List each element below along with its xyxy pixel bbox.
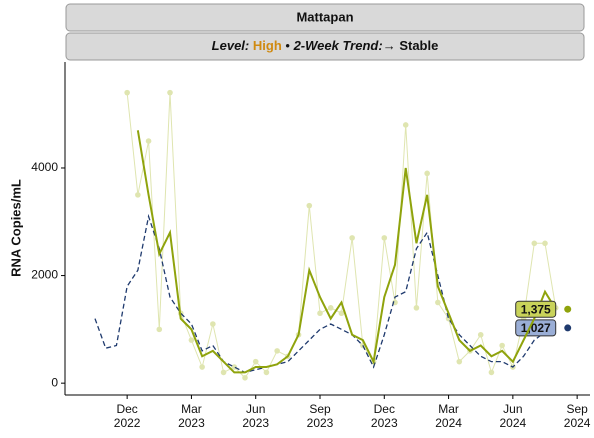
raw-point [167,89,173,96]
subtitle: Level: High • 2-Week Trend:→ Stable [212,38,439,53]
end-point [564,324,572,332]
x-tick-label: Sep 2024 [564,402,591,430]
raw-point [145,138,152,144]
value-label: 1,027 [521,321,551,335]
x-tick-label-line: Sep [566,402,588,416]
x-tick-label-line: 2024 [435,416,462,430]
raw-point [499,342,505,349]
raw-point [306,202,313,209]
raw-point [381,235,388,241]
raw-point [263,369,270,376]
raw-point [531,240,538,247]
x-tick-label-line: 2023 [307,416,334,430]
value-label: 1,375 [521,302,551,316]
end-point [564,305,572,313]
x-tick-label-line: 2022 [114,416,141,430]
chart-title: Mattapan [296,9,353,24]
separator: • [285,38,290,53]
y-tick-label: 0 [51,375,58,389]
x-tick-label: Dec 2023 [371,402,398,430]
x-tick-label: Jun 2023 [242,402,269,430]
y-tick-label: 4000 [31,160,58,174]
x-tick-label-line: 2024 [564,416,591,430]
raw-point [124,89,130,96]
x-tick-label-line: 2023 [178,416,205,430]
value-label-box [515,319,557,337]
x-tick-label-line: Mar [181,402,202,416]
raw-point [199,364,205,370]
raw-connector [126,92,557,379]
raw-point [242,374,248,381]
raw-point [349,235,355,241]
raw-point [274,348,280,354]
trend-label: 2-Week Trend: [293,38,383,53]
x-tick-label-line: Jun [503,402,522,416]
x-tick-label: Mar 2024 [435,402,462,430]
y-axis-title: RNA Copies/mL [8,179,23,277]
raw-point [220,369,227,376]
x-tick-label: Mar 2023 [178,402,205,430]
raw-point [542,240,548,247]
value-label-box [515,300,557,318]
trend-arrow: → [383,38,396,53]
x-tick-label-line: Dec [116,402,137,416]
x-tick-label: Jun 2024 [500,402,527,430]
raw-point [210,321,216,327]
title-strip [65,3,585,32]
raw-point [413,305,420,311]
x-tick-label-line: Dec [374,402,395,416]
trend-line-dashed [94,213,556,374]
raw-point [317,310,323,317]
raw-point [188,337,195,343]
raw-point [477,331,484,338]
level: High [253,38,282,53]
x-tick-label-line: 2024 [500,416,527,430]
raw-point [156,326,163,333]
raw-point [488,369,495,376]
raw-point [338,310,345,317]
raw-point [456,358,463,365]
raw-point [135,192,141,198]
x-tick-label-line: 2023 [242,416,269,430]
trend: Stable [399,38,438,53]
x-tick-label-line: Mar [438,402,459,416]
level-label: Level: [212,38,250,53]
x-tick-label-line: 2023 [371,416,398,430]
raw-point [252,358,259,365]
raw-point [327,305,334,311]
y-tick-label: 2000 [31,268,58,282]
x-tick-label: Dec 2022 [114,402,141,430]
raw-point [435,299,441,306]
x-tick-label: Sep 2023 [307,402,334,430]
x-tick-label-line: Sep [309,402,331,416]
trend-line [136,130,557,374]
x-tick-label-line: Jun [246,402,265,416]
raw-point [231,364,238,370]
raw-point [402,122,409,128]
subtitle-strip [65,32,585,61]
raw-point [424,170,430,177]
